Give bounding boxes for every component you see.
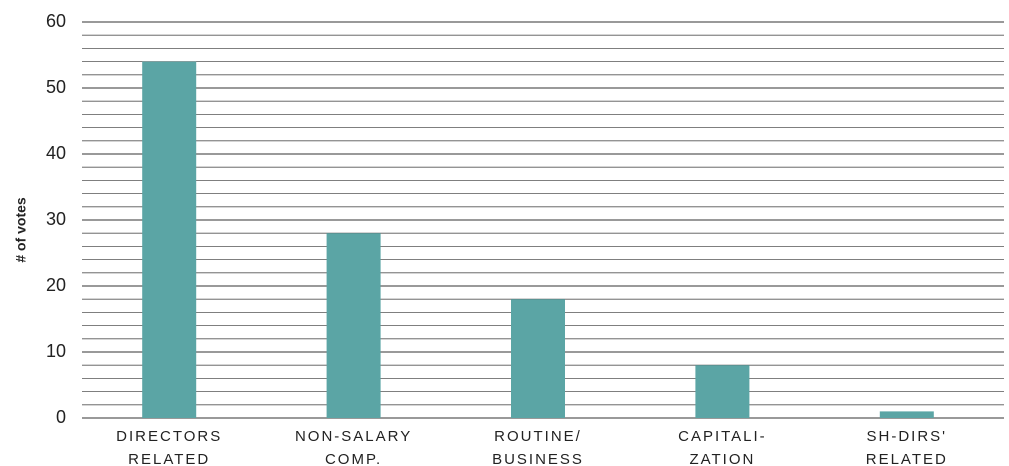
x-tick-label: SH-DIRS' RELATED [866,428,948,466]
x-tick-label: ROUTINE/BUSINESS [492,428,584,466]
y-axis-label: # of votes [13,197,29,263]
x-tick-label: NON-SALARY COMP. [295,428,412,466]
y-tick-label: 60 [46,11,66,31]
y-tick-label: 50 [46,77,66,97]
x-tick-label: CAPITALI-ZATION [678,428,767,466]
y-tick-label: 10 [46,341,66,361]
y-tick-label: 40 [46,143,66,163]
bar [511,299,565,418]
bar [326,233,381,418]
y-tick-label: 0 [56,407,66,427]
x-tick-label: DIRECTORS RELATED [116,428,222,466]
y-tick-label: 20 [46,275,66,295]
bar [142,61,197,418]
y-tick-label: 30 [46,209,66,229]
bar [879,411,934,418]
bar [695,365,750,418]
